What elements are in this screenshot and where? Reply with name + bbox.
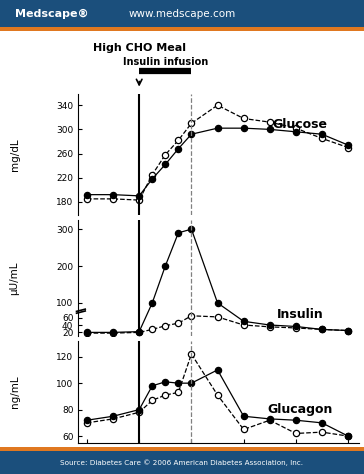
Text: Glucose: Glucose	[273, 118, 328, 131]
Text: ng/mL: ng/mL	[9, 375, 20, 408]
Text: www.medscape.com: www.medscape.com	[128, 9, 236, 19]
Text: Source: Diabetes Care © 2006 American Diabetes Association, Inc.: Source: Diabetes Care © 2006 American Di…	[60, 459, 304, 466]
Text: Insulin infusion: Insulin infusion	[123, 56, 208, 66]
Text: Medscape®: Medscape®	[15, 9, 88, 19]
X-axis label: Minutes: Minutes	[192, 459, 245, 473]
Text: Glucagon: Glucagon	[268, 403, 333, 416]
Text: Insulin: Insulin	[277, 308, 324, 321]
Text: High CHO Meal: High CHO Meal	[93, 43, 186, 53]
Text: μU/mL: μU/mL	[9, 261, 20, 295]
Text: mg/dL: mg/dL	[9, 138, 20, 171]
